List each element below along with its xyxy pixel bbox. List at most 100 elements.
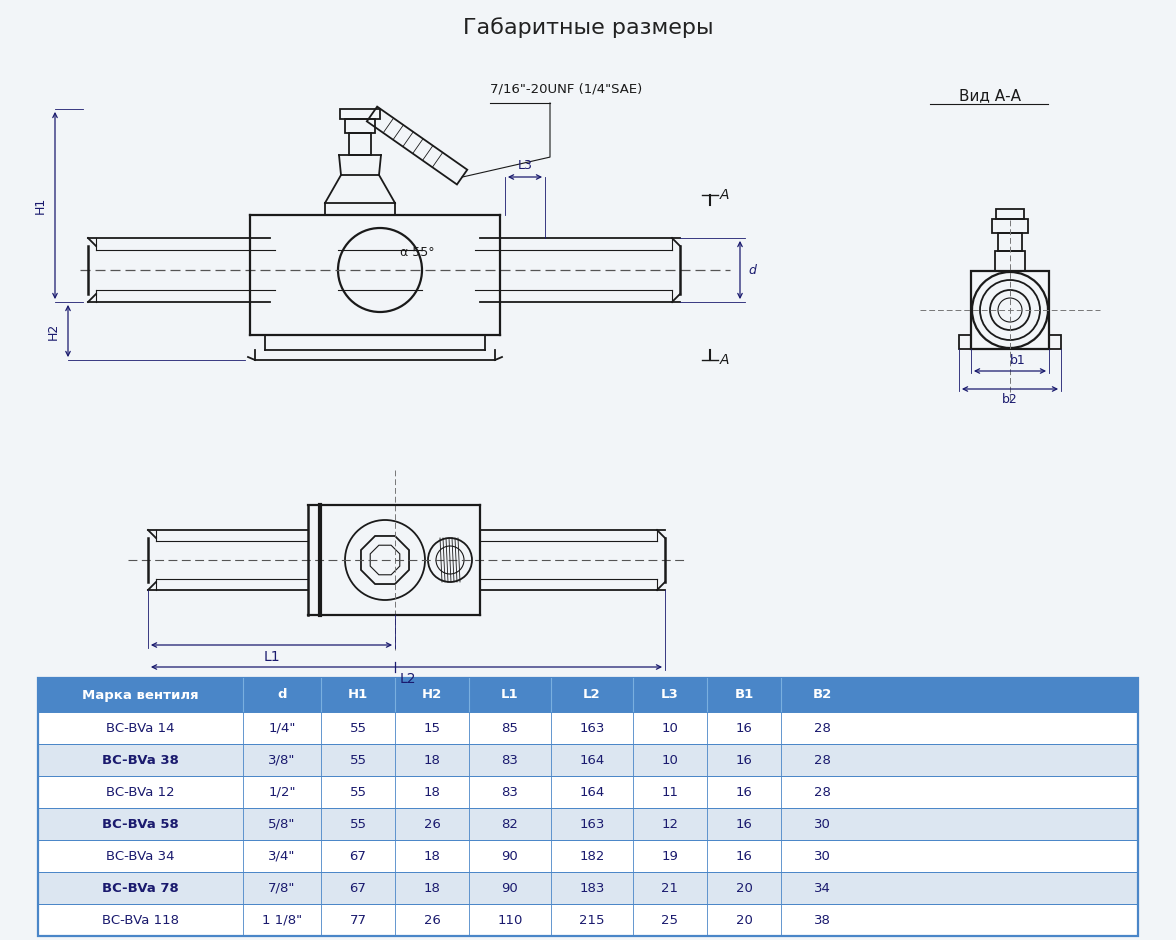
Text: H2: H2 [47, 322, 60, 339]
Text: 164: 164 [580, 786, 604, 798]
Text: b1: b1 [1010, 354, 1025, 367]
Text: 16: 16 [735, 754, 753, 766]
Text: 82: 82 [501, 818, 519, 831]
Text: L2: L2 [583, 688, 601, 701]
Text: L3: L3 [661, 688, 679, 701]
Text: 1 1/8": 1 1/8" [262, 914, 302, 927]
Text: 28: 28 [814, 754, 830, 766]
Bar [38, 678, 1138, 712]
Bar [38, 808, 1138, 840]
Text: d: d [278, 688, 287, 701]
Text: A: A [720, 353, 729, 367]
Bar [998, 233, 1022, 251]
Bar [38, 840, 1138, 872]
Text: B1: B1 [734, 688, 754, 701]
Text: 163: 163 [580, 818, 604, 831]
Text: 55: 55 [349, 754, 367, 766]
Bar [38, 678, 1138, 936]
Text: A: A [720, 188, 729, 202]
Text: 163: 163 [580, 722, 604, 734]
Text: 16: 16 [735, 722, 753, 734]
Text: 7/8": 7/8" [268, 882, 295, 895]
Text: B2: B2 [813, 688, 831, 701]
Text: 3/4": 3/4" [268, 850, 295, 863]
Text: 83: 83 [501, 786, 519, 798]
Text: 38: 38 [814, 914, 830, 927]
Text: 1/2": 1/2" [268, 786, 295, 798]
Text: 28: 28 [814, 722, 830, 734]
Text: 26: 26 [423, 914, 441, 927]
Bar [996, 209, 1024, 219]
Bar [38, 712, 1138, 744]
Text: 34: 34 [814, 882, 830, 895]
Text: 77: 77 [349, 914, 367, 927]
Text: L2: L2 [400, 672, 416, 686]
Bar [995, 251, 1025, 271]
Bar [38, 744, 1138, 776]
Text: 28: 28 [814, 786, 830, 798]
Text: 20: 20 [735, 882, 753, 895]
Text: 7/16"-20UNF (1/4"SAE): 7/16"-20UNF (1/4"SAE) [490, 82, 642, 95]
Text: Габаритные размеры: Габаритные размеры [462, 18, 714, 39]
Text: 30: 30 [814, 818, 830, 831]
Text: 12: 12 [661, 818, 679, 831]
Bar [971, 271, 1049, 349]
Text: 55: 55 [349, 722, 367, 734]
Text: H1: H1 [34, 196, 47, 214]
Text: 67: 67 [349, 882, 367, 895]
Text: 18: 18 [423, 754, 441, 766]
Text: H2: H2 [422, 688, 442, 701]
Bar [345, 119, 375, 133]
Text: b2: b2 [1002, 393, 1018, 406]
Text: 67: 67 [349, 850, 367, 863]
Text: 18: 18 [423, 786, 441, 798]
Text: 18: 18 [423, 850, 441, 863]
Text: L1: L1 [501, 688, 519, 701]
Text: Вид А-А: Вид А-А [958, 88, 1021, 103]
Text: BC-BVa 14: BC-BVa 14 [106, 722, 175, 734]
Text: 10: 10 [662, 722, 679, 734]
Text: 1/4": 1/4" [268, 722, 295, 734]
Text: 55: 55 [349, 818, 367, 831]
Bar [38, 776, 1138, 808]
Text: 55: 55 [349, 786, 367, 798]
Text: H1: H1 [348, 688, 368, 701]
Text: 20: 20 [735, 914, 753, 927]
Text: 90: 90 [502, 850, 519, 863]
Text: 16: 16 [735, 818, 753, 831]
Text: BC-BVa 118: BC-BVa 118 [102, 914, 179, 927]
Text: 18: 18 [423, 882, 441, 895]
Bar [1049, 335, 1061, 349]
Bar [38, 872, 1138, 904]
Text: 164: 164 [580, 754, 604, 766]
Text: 182: 182 [580, 850, 604, 863]
Text: 183: 183 [580, 882, 604, 895]
Text: 16: 16 [735, 786, 753, 798]
Text: 25: 25 [661, 914, 679, 927]
Text: 19: 19 [662, 850, 679, 863]
Text: 83: 83 [501, 754, 519, 766]
Bar [340, 109, 380, 119]
Bar [38, 904, 1138, 936]
Text: BC-BVa 12: BC-BVa 12 [106, 786, 175, 798]
Text: L3: L3 [517, 159, 533, 172]
Text: 5/8": 5/8" [268, 818, 295, 831]
Text: 16: 16 [735, 850, 753, 863]
Text: 85: 85 [501, 722, 519, 734]
Text: Марка вентиля: Марка вентиля [82, 688, 199, 701]
Text: 26: 26 [423, 818, 441, 831]
Text: 21: 21 [661, 882, 679, 895]
Bar [349, 133, 370, 155]
Text: 15: 15 [423, 722, 441, 734]
Text: 30: 30 [814, 850, 830, 863]
Text: BC-BVa 34: BC-BVa 34 [106, 850, 175, 863]
Text: 3/8": 3/8" [268, 754, 295, 766]
Bar [993, 219, 1028, 233]
Text: BC-BVa 58: BC-BVa 58 [102, 818, 179, 831]
Text: 11: 11 [661, 786, 679, 798]
Text: 215: 215 [580, 914, 604, 927]
Text: L1: L1 [263, 650, 280, 664]
Text: 110: 110 [497, 914, 522, 927]
Text: d: d [748, 263, 756, 276]
Text: BC-BVa 38: BC-BVa 38 [102, 754, 179, 766]
